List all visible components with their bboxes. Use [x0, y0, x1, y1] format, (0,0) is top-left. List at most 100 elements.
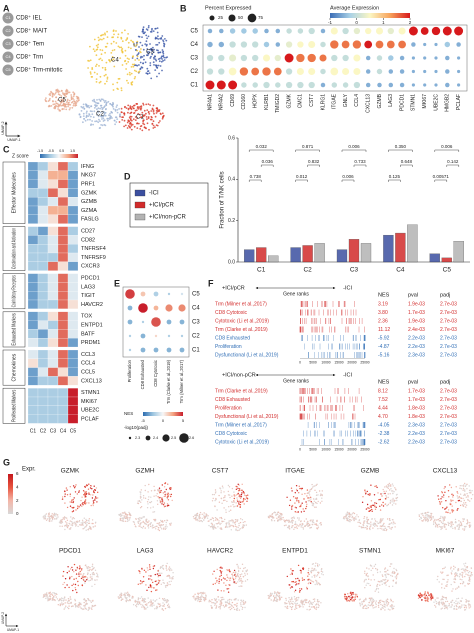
feature-cell	[165, 488, 167, 491]
umap-cell	[76, 97, 79, 100]
feature-cell	[223, 598, 225, 600]
feature-cell	[301, 604, 304, 606]
dot	[285, 81, 293, 89]
umap-cell	[54, 100, 57, 103]
cluster-label: C4	[111, 58, 119, 64]
bar	[407, 224, 418, 263]
feature-cell	[447, 511, 449, 514]
umap-cell	[93, 71, 96, 74]
umap-cell	[55, 102, 58, 105]
feature-cell	[378, 581, 380, 583]
umap-cell	[120, 107, 123, 110]
feature-cell	[219, 527, 221, 529]
feature-cell	[270, 599, 272, 601]
umap-cell	[141, 30, 144, 33]
gene-label: KLRG1	[320, 94, 326, 111]
umap-cell	[72, 95, 75, 98]
column-label: CD8 Cytotoxic	[153, 360, 158, 387]
umap-cell	[131, 63, 134, 66]
feature-cell	[365, 493, 367, 495]
umap-cell	[150, 31, 153, 33]
feature-cell	[379, 505, 381, 507]
feature-cell	[147, 525, 149, 527]
feature-cell	[463, 499, 465, 502]
feature-cell	[429, 519, 432, 521]
feature-cell	[364, 587, 366, 589]
feature-cell	[238, 495, 240, 497]
feature-cell	[312, 498, 315, 500]
umap-cell	[115, 42, 118, 44]
umap-cell	[131, 105, 134, 108]
feature-cell	[470, 567, 472, 569]
umap-cell	[101, 38, 103, 41]
umap-cell	[60, 95, 63, 97]
feature-cell	[244, 580, 247, 582]
heat-cell	[57, 273, 69, 283]
feature-cell	[449, 503, 451, 506]
feature-cell	[363, 517, 365, 520]
heat-cell	[57, 414, 69, 424]
bar	[453, 241, 464, 263]
feature-cell	[71, 569, 74, 571]
group-label: Chemokines	[11, 353, 17, 381]
feature-cell	[274, 591, 276, 593]
feature-cell	[157, 489, 159, 491]
umap-cell	[138, 64, 140, 66]
feature-cell	[128, 514, 130, 516]
heat-cell	[67, 396, 79, 406]
feature-cell	[348, 515, 350, 518]
feature-cell	[151, 586, 153, 589]
feature-cell	[453, 565, 455, 567]
feature-cell	[310, 519, 312, 521]
feature-cell	[299, 505, 301, 508]
feature-cell	[149, 568, 151, 570]
feature-cell	[362, 524, 364, 526]
feature-cell	[237, 581, 239, 583]
heat-cell	[67, 311, 79, 321]
umap-cell	[138, 35, 141, 38]
umap-cell	[102, 107, 104, 109]
feature-cell	[61, 604, 64, 606]
umap-cell	[76, 96, 79, 98]
feature-cell	[371, 602, 373, 604]
umap-cell	[134, 116, 137, 118]
x-tick-label: C2	[303, 267, 312, 274]
feature-cell	[149, 525, 152, 528]
umap-cell	[139, 107, 142, 110]
feature-cell	[300, 488, 303, 491]
feature-cell	[219, 567, 221, 569]
umap-cell	[126, 121, 129, 124]
dot	[153, 291, 159, 297]
feature-cell	[387, 503, 390, 506]
feature-cell	[347, 520, 350, 522]
feature-cell	[286, 605, 289, 607]
feature-cell	[86, 521, 88, 524]
feature-cell	[234, 505, 236, 507]
heat-cell	[27, 282, 39, 292]
feature-cell	[120, 593, 122, 596]
feature-cell	[166, 604, 169, 607]
dot	[408, 26, 418, 36]
legend-swatch	[2, 25, 14, 37]
feature-cell	[80, 607, 82, 609]
heat-cell	[27, 396, 39, 406]
feature-cell	[79, 565, 81, 567]
feature-cell	[49, 594, 51, 597]
feature-cell	[236, 499, 239, 501]
umap-cell	[51, 92, 54, 95]
feature-cell	[467, 583, 469, 585]
heat-cell	[47, 367, 59, 377]
feature-cell	[75, 606, 77, 608]
umap-cell	[106, 101, 108, 104]
feature-cell	[163, 598, 166, 600]
feature-cell	[95, 487, 98, 489]
heat-cell	[57, 358, 69, 368]
heat-cell	[57, 329, 69, 339]
feature-cell	[241, 527, 244, 529]
umap-cell	[95, 54, 98, 57]
feature-cell	[96, 572, 98, 574]
gene-label: CST7	[309, 94, 315, 107]
feature-cell	[46, 593, 48, 595]
colorbar-label: 0.5	[59, 149, 64, 153]
feature-cell	[152, 565, 155, 567]
